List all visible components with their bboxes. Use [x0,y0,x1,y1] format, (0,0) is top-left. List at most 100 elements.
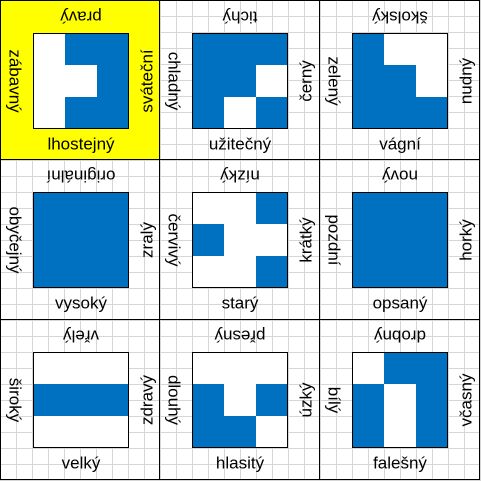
pattern-cell-filled [224,65,256,97]
pattern-cell-filled [384,65,416,97]
tile-pattern [192,192,288,288]
pattern-cell-filled [65,34,97,66]
pattern-cell-filled [65,384,97,416]
pattern-cell-filled [96,34,128,66]
tile-word-bottom: lhostejný [47,134,115,154]
pattern-cell-empty [65,65,97,97]
tile-word-top: vřelý [63,326,99,346]
pattern-cell-empty [384,384,416,416]
pattern-cell-filled [384,353,416,385]
tile-pattern [33,33,129,129]
pattern-cell-filled [96,65,128,97]
pattern-cell-filled [415,415,447,447]
tile-pattern [192,33,288,129]
pattern-cell-filled [415,384,447,416]
puzzle-tile[interactable]: tichý užitečný chladný černý [160,0,320,160]
pattern-cell-empty [255,353,287,385]
pattern-cell-filled [384,193,416,225]
pattern-cell-filled [193,415,225,447]
tile-word-right: černý [296,60,316,102]
pattern-cell-filled [96,224,128,256]
pattern-cell-filled [384,255,416,287]
tile-word-bottom: velký [61,453,101,473]
pattern-cell-filled [255,255,287,287]
tile-pattern [192,352,288,448]
pattern-cell-empty [255,224,287,256]
pattern-cell-filled [65,193,97,225]
tile-word-bottom: opsaný [372,293,428,313]
tile-word-left: chladný [164,51,184,111]
pattern-cell-empty [193,255,225,287]
tile-word-left: červivý [164,213,184,267]
tile-word-right: úzký [296,382,316,418]
pattern-cell-filled [415,193,447,225]
puzzle-tile[interactable]: školský vágní zelený nudný [320,0,480,160]
pattern-cell-filled [415,353,447,385]
pattern-cell-filled [34,384,66,416]
pattern-cell-empty [224,193,256,225]
pattern-cell-empty [415,65,447,97]
pattern-cell-empty [255,65,287,97]
pattern-cell-filled [34,224,66,256]
pattern-cell-filled [415,255,447,287]
pattern-cell-filled [353,255,385,287]
pattern-cell-filled [353,224,385,256]
pattern-cell-filled [224,415,256,447]
tile-word-top: originální [46,166,116,186]
pattern-cell-filled [353,96,385,128]
tile-word-right: včasný [456,373,476,427]
puzzle-tile[interactable]: drobný falešný bílý včasný [320,320,480,480]
pattern-cell-empty [353,353,385,385]
pattern-cell-filled [193,65,225,97]
pattern-cell-filled [34,193,66,225]
pattern-cell-empty [65,415,97,447]
tile-word-bottom: hlasitý [215,453,265,473]
tile-pattern [352,352,448,448]
pattern-cell-empty [193,193,225,225]
pattern-cell-empty [34,353,66,385]
pattern-cell-filled [193,384,225,416]
puzzle-tile[interactable]: přesný hlasitý dlouhý úzký [160,320,320,480]
pattern-cell-empty [384,415,416,447]
tile-word-right: sváteční [137,49,157,113]
puzzle-tile[interactable]: originální vysoký obyčejný zralý [0,160,160,320]
pattern-cell-empty [224,255,256,287]
pattern-cell-filled [255,34,287,66]
pattern-cell-filled [224,34,256,66]
pattern-cell-empty [34,96,66,128]
tile-word-bottom: falešný [373,453,427,473]
tile-pattern [352,192,448,288]
tile-word-right: zralý [137,222,157,258]
tile-word-left: zábavný [5,49,25,113]
pattern-cell-filled [255,193,287,225]
tile-word-top: nový [382,166,418,186]
tile-word-left: obyčejný [5,206,25,274]
pattern-cell-filled [193,224,225,256]
pattern-cell-filled [415,224,447,256]
tile-pattern [352,33,448,129]
tile-word-left: pozdní [324,214,344,266]
pattern-cell-empty [224,353,256,385]
tile-word-bottom: starý [221,293,259,313]
tile-pattern [33,352,129,448]
puzzle-tile[interactable]: vřelý velký široký zdravý [0,320,160,480]
pattern-cell-filled [96,384,128,416]
tile-pattern [33,192,129,288]
pattern-cell-empty [34,65,66,97]
pattern-cell-filled [353,193,385,225]
pattern-cell-filled [34,255,66,287]
pattern-cell-empty [224,224,256,256]
tile-word-left: zelený [324,56,344,106]
tile-word-left: bílý [324,386,344,414]
puzzle-tile-selected[interactable]: pravý lhostejný zábavný sváteční [0,0,160,160]
tile-word-top: školský [372,7,428,27]
puzzle-tile[interactable]: nový opsaný pozdní horký [320,160,480,320]
pattern-cell-empty [193,353,225,385]
pattern-cell-filled [384,96,416,128]
puzzle-tile[interactable]: nízký starý červivý krátký [160,160,320,320]
pattern-cell-filled [384,224,416,256]
pattern-cell-filled [193,96,225,128]
pattern-cell-empty [34,34,66,66]
pattern-cell-empty [384,34,416,66]
pattern-cell-filled [353,65,385,97]
